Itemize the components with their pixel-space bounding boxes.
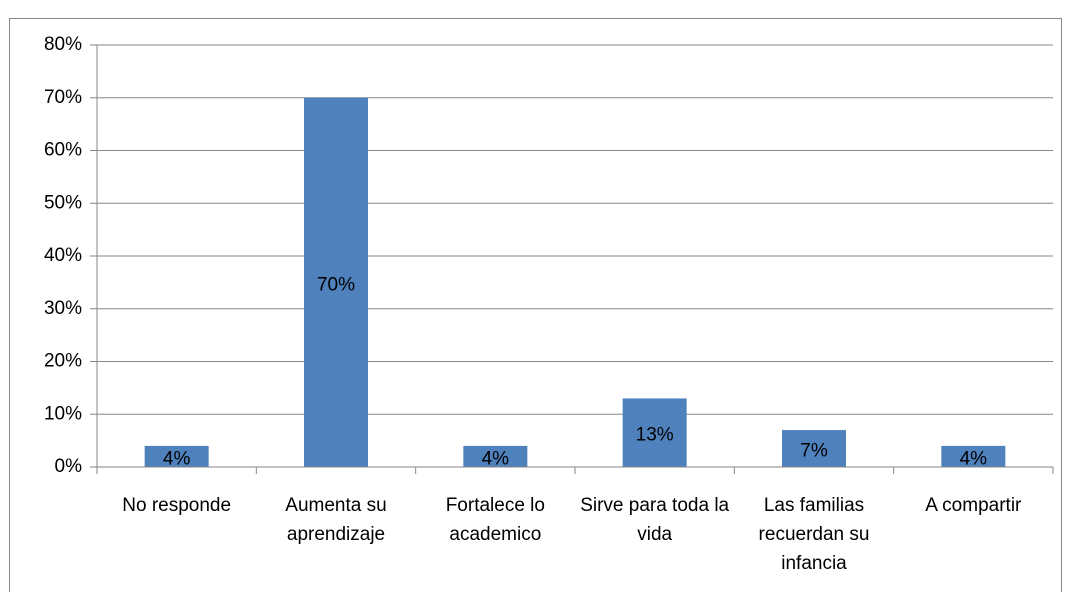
data-label: 13% — [636, 425, 674, 446]
x-tick-label: No responde — [122, 495, 232, 516]
x-tick-label: Fortalece lo academico — [445, 495, 545, 545]
y-tick-label: 70% — [44, 87, 82, 108]
bar — [304, 97, 368, 467]
y-tick-label: 40% — [44, 245, 82, 266]
x-tick-label: Las familias recuerdan su infancia — [758, 495, 870, 574]
data-label: 4% — [482, 448, 510, 469]
data-label: 7% — [800, 441, 828, 462]
y-tick-label: 30% — [44, 298, 82, 319]
y-tick-label: 20% — [44, 351, 82, 372]
bar — [941, 445, 1006, 467]
data-label: 70% — [317, 274, 355, 295]
bar — [144, 445, 209, 467]
bar — [463, 445, 528, 467]
x-tick-label: Sirve para toda la vida — [580, 495, 730, 545]
bar — [782, 430, 846, 467]
y-tick-label: 60% — [44, 140, 82, 161]
data-label: 4% — [960, 448, 988, 469]
y-tick-label: 0% — [55, 456, 83, 477]
y-tick-label: 80% — [44, 34, 82, 55]
y-tick-label: 10% — [44, 403, 82, 424]
x-tick-label: A compartir — [925, 495, 1022, 516]
y-tick-label: 50% — [44, 192, 82, 213]
x-tick-label: Aumenta su aprendizaje — [285, 495, 387, 545]
chart-frame — [9, 18, 1062, 592]
data-label: 4% — [163, 448, 191, 469]
bar — [622, 398, 687, 467]
